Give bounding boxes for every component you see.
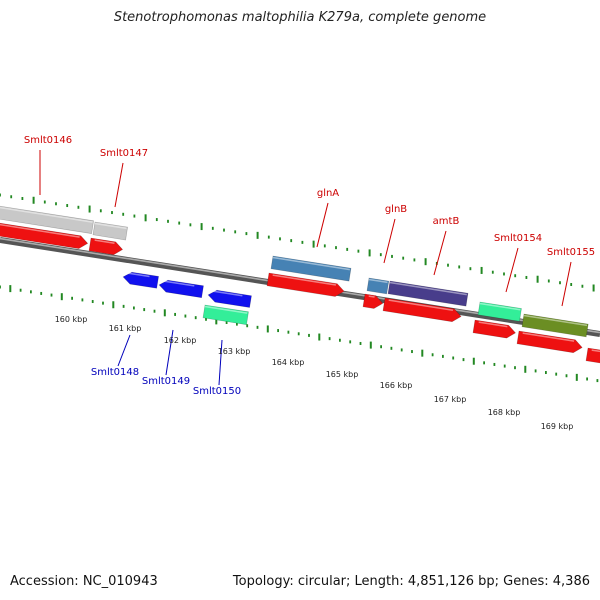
gene-label-smlt0146: Smlt0146 [24,135,72,146]
cds-arrow-forward [585,347,600,364]
leader-smlt0150 [218,339,223,386]
gene-label-glnb: glnB [385,204,407,215]
cds-arrow-forward [266,272,345,297]
gene-block-glnb [366,277,390,295]
leader-glna [316,202,329,248]
gene-label-amtb: amtB [433,216,460,227]
cds-arrow-forward-highlight [0,223,80,238]
cds-arrow-forward [362,293,384,309]
gene-block-glnb-highlight [368,278,388,284]
cds-arrow-forward-highlight [478,321,508,328]
leader-smlt0148 [117,334,131,367]
cds-arrow-forward-highlight [272,274,337,286]
kbp-label: 167 kbp [434,395,467,404]
cds-arrow-forward [472,319,516,339]
kbp-label: 166 kbp [380,381,413,390]
gene-label-glna: glnA [317,188,339,199]
gene-label-smlt0150: Smlt0150 [193,386,241,397]
kbp-label: 165 kbp [326,370,359,379]
gene-block-amtb [387,280,469,307]
cds-arrow-smlt0149-highlight [163,280,195,287]
gene-label-smlt0154: Smlt0154 [494,233,542,244]
leader-smlt0155 [561,261,572,307]
cds-arrow-forward-highlight [388,299,454,311]
gene-block-reverse-teal [202,304,249,326]
kbp-label: 162 kbp [164,336,197,345]
cds-arrow-smlt0150-highlight [212,290,243,297]
leader-glnb [383,218,396,264]
kbp-label: 168 kbp [488,408,521,417]
gene-block-smlt0155 [521,313,589,338]
gene-block-smlt0147-highlight [94,222,127,230]
gene-block-smlt0154 [477,301,522,322]
label-leaders [39,150,572,386]
gene-block-reverse-teal-highlight [204,305,248,314]
cds-arrow-smlt0150 [207,289,252,308]
leader-smlt0149 [165,329,174,376]
gene-label-smlt0149: Smlt0149 [142,376,190,387]
gene-block-smlt0155-highlight [523,314,588,327]
cds-arrow-forward [88,237,124,256]
cds-arrow-smlt0148-highlight [127,272,150,278]
kbp-label: 163 kbp [218,347,251,356]
gene-block-smlt0146-highlight [0,206,93,223]
cds-arrow-forward-highlight [94,239,115,244]
kbp-label: 160 kbp [55,315,88,324]
cds-arrow-forward-highlight [368,295,375,298]
leader-smlt0147 [114,162,124,208]
labels: Smlt0146 Smlt0147 glnA glnB amtB Smlt0154 Smlt… [24,135,595,431]
cds-arrow-smlt0148 [122,271,159,289]
cds-arrow-forward [382,297,462,323]
accession-text: Accession: NC_010943 [10,574,158,589]
cds-arrow-forward-highlight [522,332,575,342]
cds-arrow-forward [516,330,583,354]
gene-block-amtb-highlight [389,281,467,296]
cds-arrow-forward [0,222,89,249]
leader-smlt0154 [505,247,519,293]
features [0,205,600,364]
map-title: Stenotrophomonas maltophilia K279a, comp… [113,10,487,25]
tick-marks [0,193,599,383]
cds-arrow-forward-highlight [591,349,600,353]
gene-block-smlt0146 [0,205,94,234]
gene-block-smlt0147 [92,221,128,241]
gene-label-smlt0148: Smlt0148 [91,367,139,378]
kbp-label: 164 kbp [272,358,305,367]
kbp-label: 169 kbp [541,422,574,431]
gene-block-glna [270,255,352,282]
leader-amtb [433,230,447,276]
kbp-label: 161 kbp [109,324,142,333]
gene-block-glna-highlight [272,256,350,271]
genome-stats-text: Topology: circular; Length: 4,851,126 bp… [232,574,590,589]
cds-arrow-smlt0149 [158,279,204,299]
gene-label-smlt0147: Smlt0147 [100,148,148,159]
gene-label-smlt0155: Smlt0155 [547,247,595,258]
gene-block-smlt0154-highlight [479,302,521,311]
